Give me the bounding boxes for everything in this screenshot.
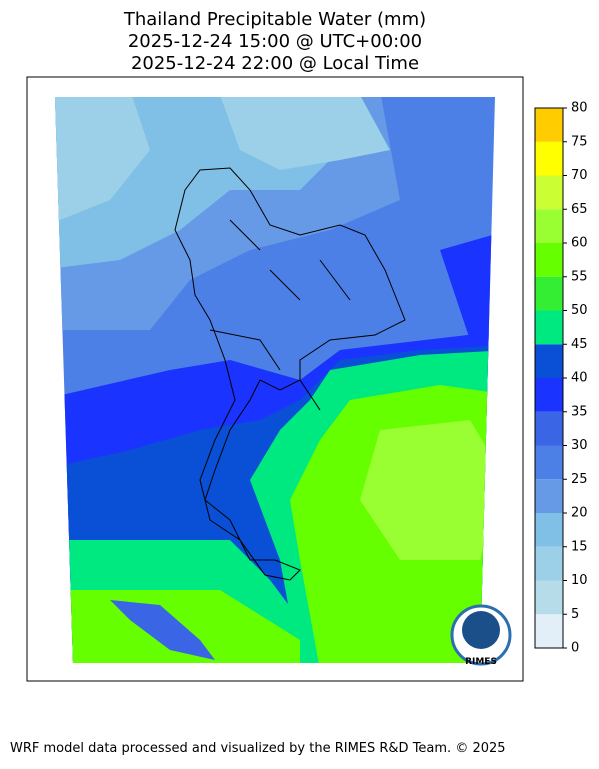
colorbar-bin	[535, 513, 563, 547]
footer: WRF model data processed and visualized …	[10, 741, 506, 756]
colorbar-bin	[535, 344, 563, 378]
colorbar-tick-label: 20	[571, 506, 588, 521]
colorbar-bin	[535, 378, 563, 412]
colorbar-tick-label: 45	[571, 337, 588, 352]
colorbar-tick-label: 30	[571, 438, 588, 453]
title-line: 2025-12-24 22:00 @ Local Time	[131, 53, 419, 74]
colorbar-tick-label: 5	[571, 607, 579, 622]
colorbar-bin	[535, 614, 563, 648]
colorbar-bin	[535, 445, 563, 480]
colorbar-bin	[535, 243, 563, 277]
colorbar-tick-label: 40	[571, 371, 588, 386]
map-frame	[26, 76, 524, 682]
colorbar-tick-label: 75	[571, 134, 588, 149]
logo-text: RIMES	[465, 657, 497, 667]
borders	[174, 167, 406, 581]
colorbar-bin	[535, 175, 563, 210]
colorbar-bin	[535, 141, 563, 176]
colorbar-tick-label: 65	[571, 202, 588, 217]
colorbar-bin	[535, 310, 563, 345]
colorbar-bin	[535, 580, 563, 615]
colorbar-bin	[535, 479, 563, 513]
colorbar-bin	[535, 411, 563, 446]
colorbar-tick-label: 55	[571, 269, 588, 284]
colorbar-bin	[535, 108, 563, 142]
colorbar-tick-label: 60	[571, 236, 588, 251]
field	[360, 420, 495, 560]
logo: RIMES	[450, 604, 512, 667]
colorbar-bin	[535, 276, 563, 311]
title-line: 2025-12-24 15:00 @ UTC+00:00	[128, 31, 422, 52]
field	[110, 600, 215, 660]
colorbar-tick-label: 80	[571, 101, 588, 116]
colorbar-bin	[535, 546, 563, 581]
field	[220, 97, 390, 170]
colorbar-tick-label: 0	[571, 641, 579, 656]
field	[55, 97, 150, 220]
logo-globe	[462, 611, 500, 649]
colorbar-tick-label: 15	[571, 539, 588, 554]
colorbar-tick-label: 35	[571, 404, 588, 419]
colorbar: 0 5 10 15 20 25 30 35 40 45 50 55 60 65 70 75 80	[534, 101, 588, 656]
map: RIMES	[26, 76, 524, 682]
colorbar-tick-label: 50	[571, 303, 588, 318]
colorbar-tick-label: 25	[571, 472, 588, 487]
colorbar-tick-label: 10	[571, 573, 588, 588]
colorbar-tick-label: 70	[571, 168, 588, 183]
title-line: Thailand Precipitable Water (mm)	[123, 9, 426, 30]
colorbar-bin	[535, 209, 563, 243]
